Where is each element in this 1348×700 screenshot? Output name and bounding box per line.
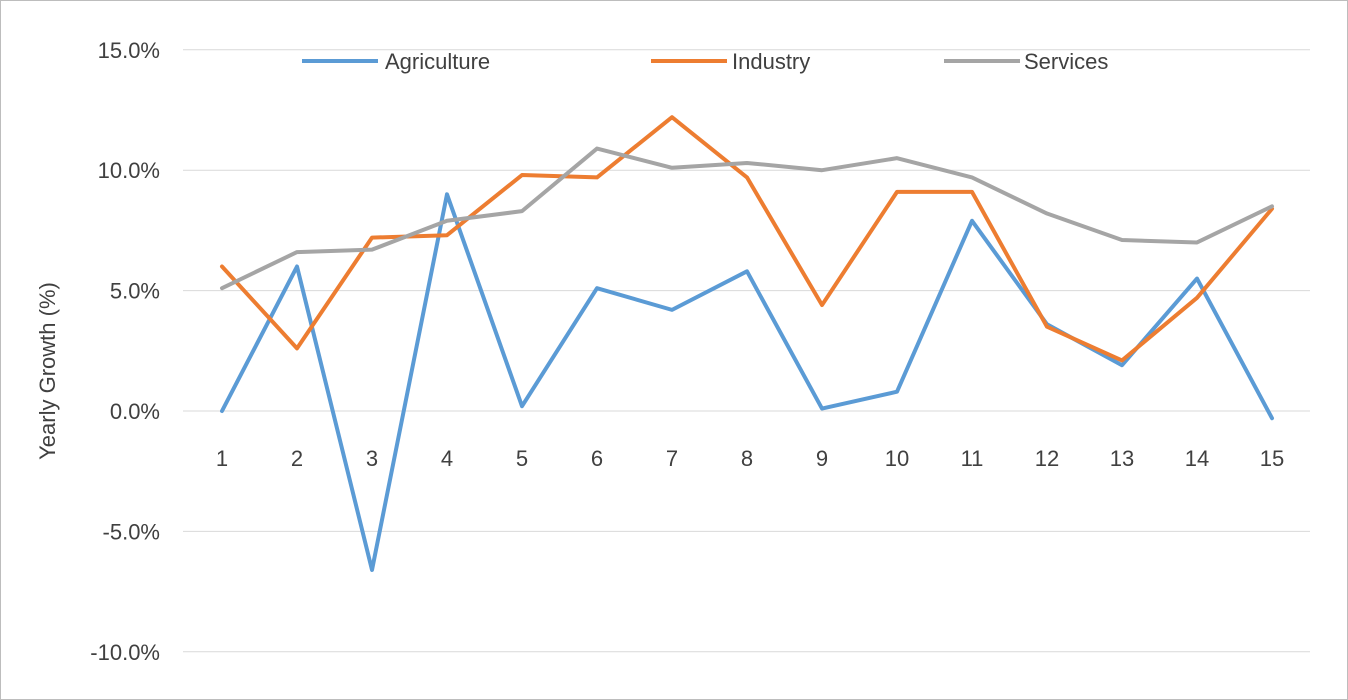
x-tick-label: 14 xyxy=(1185,446,1209,471)
legend: Agriculture Industry Services xyxy=(302,49,1108,74)
x-tick-label: 3 xyxy=(366,446,378,471)
y-tick-label: 0.0% xyxy=(110,399,160,424)
x-tick-label: 2 xyxy=(291,446,303,471)
x-tick-label: 13 xyxy=(1110,446,1134,471)
x-tick-label: 11 xyxy=(961,446,984,471)
y-axis-ticks: 15.0% 10.0% 5.0% 0.0% -5.0% -10.0% xyxy=(90,38,160,665)
x-tick-label: 6 xyxy=(591,446,603,471)
y-tick-label: 15.0% xyxy=(98,38,160,63)
y-tick-label: 10.0% xyxy=(98,158,160,183)
legend-label-industry: Industry xyxy=(732,49,810,74)
x-tick-label: 12 xyxy=(1035,446,1059,471)
series-line-industry xyxy=(220,115,1274,363)
series-lines xyxy=(220,115,1274,572)
x-axis-ticks: 1 2 3 4 5 6 7 8 9 10 11 12 13 14 15 xyxy=(216,446,1284,471)
x-tick-label: 5 xyxy=(516,446,528,471)
x-tick-label: 1 xyxy=(216,446,228,471)
y-tick-label: 5.0% xyxy=(110,279,160,304)
x-tick-label: 4 xyxy=(441,446,453,471)
x-tick-label: 10 xyxy=(885,446,909,471)
x-tick-label: 8 xyxy=(741,446,753,471)
gridlines xyxy=(183,49,1310,653)
y-axis-title: Yearly Growth (%) xyxy=(35,282,60,460)
y-tick-label: -10.0% xyxy=(90,640,160,665)
legend-label-services: Services xyxy=(1024,49,1108,74)
x-tick-label: 7 xyxy=(666,446,678,471)
series-line-agriculture xyxy=(220,192,1274,572)
y-tick-label: -5.0% xyxy=(103,519,160,544)
legend-label-agriculture: Agriculture xyxy=(385,49,490,74)
x-tick-label: 9 xyxy=(816,446,828,471)
x-tick-label: 15 xyxy=(1260,446,1284,471)
series-line-services xyxy=(220,146,1274,291)
